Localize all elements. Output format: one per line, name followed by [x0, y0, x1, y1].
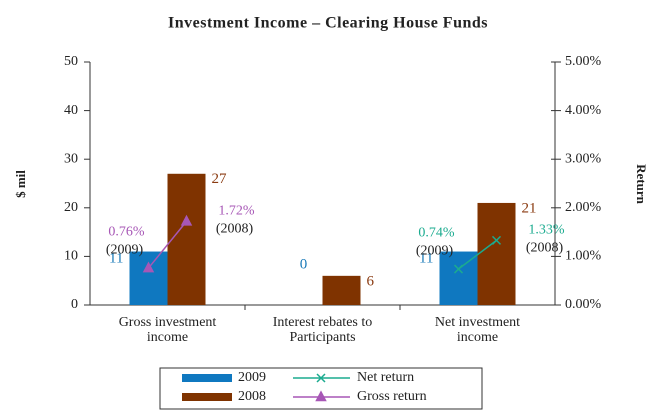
bar [477, 202, 516, 305]
legend-box [159, 367, 483, 410]
bar [322, 275, 361, 305]
bar [439, 251, 478, 305]
line-point-label: (2008) [526, 241, 564, 256]
line-value-label: 0.74% [418, 225, 455, 240]
marker [491, 235, 502, 245]
y-tick-label: 20 [64, 200, 78, 215]
line-value-label: 1.33% [528, 223, 565, 238]
data-label: 6 [367, 273, 375, 289]
y-tick-label: 50 [64, 54, 78, 69]
y-tick-label: 10 [64, 249, 78, 264]
data-label: 21 [522, 200, 537, 216]
legend-label: 2008 [238, 389, 266, 404]
y2-tick-label: 1.00% [565, 249, 602, 264]
y-tick-label: 0 [71, 297, 78, 312]
x-tick-label: Gross investment income [118, 315, 217, 345]
y-tick-label: 40 [64, 103, 78, 118]
line-point-label: (2009) [106, 242, 144, 257]
x-tick-label: Interest rebates to Participants [272, 315, 373, 345]
marker [315, 390, 327, 402]
legend-swatch [182, 374, 232, 382]
line-value-label: 1.72% [218, 204, 255, 219]
y2-tick-label: 4.00% [565, 103, 602, 118]
x-tick-label: Net investment income [434, 315, 521, 345]
marker [316, 373, 326, 383]
legend-label: Gross return [357, 389, 427, 404]
data-label: 11 [109, 250, 123, 266]
legend-label: Net return [357, 370, 414, 385]
y2-axis-label: Return [634, 164, 649, 204]
y2-tick-label: 2.00% [565, 200, 602, 215]
line-value-label: 0.76% [108, 224, 145, 239]
y-axis-label: $ mil [13, 170, 28, 198]
y-tick-label: 30 [64, 151, 78, 166]
chart-title: Investment Income – Clearing House Funds [168, 15, 488, 32]
marker [180, 214, 193, 226]
legend-label: 2009 [238, 370, 266, 385]
marker [142, 261, 155, 273]
data-label: 11 [419, 250, 433, 266]
line-point-label: (2009) [416, 243, 454, 258]
marker [453, 264, 464, 274]
bar [167, 173, 206, 305]
y2-tick-label: 5.00% [565, 54, 602, 69]
line-triangle [147, 220, 188, 269]
data-label: 27 [212, 171, 228, 187]
line-x [458, 239, 497, 270]
data-label: 0 [300, 256, 308, 272]
legend-swatch [182, 393, 232, 401]
bar [129, 251, 168, 305]
y2-tick-label: 3.00% [565, 151, 602, 166]
y2-tick-label: 0.00% [565, 297, 602, 312]
line-point-label: (2008) [216, 222, 254, 237]
